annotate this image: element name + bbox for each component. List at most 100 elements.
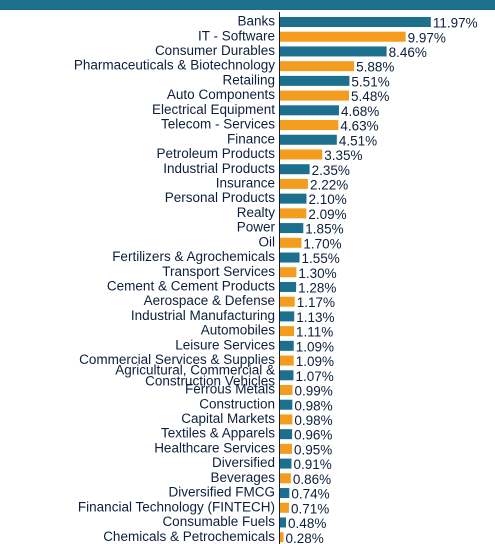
- category-label: Industrial Manufacturing: [131, 308, 275, 323]
- bar: [280, 61, 355, 72]
- value-label: 1.11%: [296, 325, 333, 340]
- category-label: Chemicals & Petrochemicals: [103, 529, 275, 544]
- bar: [280, 458, 292, 469]
- bar: [280, 355, 294, 366]
- value-label: 9.97%: [408, 30, 446, 45]
- category-label: Consumable Fuels: [162, 514, 275, 529]
- category-label: Oil: [259, 234, 276, 249]
- bar: [280, 414, 293, 425]
- bar: [280, 532, 284, 543]
- category-label: Petroleum Products: [156, 146, 275, 161]
- bar: [280, 90, 350, 101]
- category-label: Ferrous Metals: [185, 382, 275, 397]
- bar: [280, 429, 293, 440]
- bar: [280, 326, 294, 337]
- bar: [280, 340, 294, 351]
- category-label: Agricultural, Commercial & Construction V…: [115, 362, 275, 388]
- value-label: 1.07%: [295, 369, 333, 384]
- bar: [280, 281, 297, 292]
- value-label: 2.09%: [308, 207, 346, 222]
- category-label: Retailing: [222, 72, 275, 87]
- value-label: 1.30%: [298, 266, 336, 281]
- bar: [280, 120, 339, 131]
- value-label: 11.97%: [433, 16, 478, 31]
- value-label: 1.70%: [303, 236, 341, 251]
- category-label: Banks: [237, 14, 275, 29]
- bar: [280, 385, 293, 395]
- value-label: 0.74%: [291, 487, 329, 502]
- value-label: 1.28%: [298, 281, 336, 296]
- category-label: Automobiles: [201, 323, 276, 338]
- bar: [280, 193, 307, 204]
- value-label: 1.09%: [296, 354, 334, 369]
- category-label: Cement & Cement Products: [107, 279, 275, 294]
- category-label: Leisure Services: [175, 337, 275, 352]
- value-label: 0.91%: [293, 457, 331, 472]
- bar: [280, 31, 406, 42]
- value-label: 0.99%: [294, 384, 332, 399]
- category-label: Power: [237, 220, 276, 235]
- bar: [280, 17, 431, 27]
- category-label: Aerospace & Defense: [144, 293, 275, 308]
- category-label: Industrial Products: [163, 161, 275, 176]
- value-label: 5.51%: [351, 74, 389, 89]
- bar: [280, 105, 339, 116]
- category-label: Personal Products: [165, 190, 276, 205]
- category-label: Insurance: [216, 175, 275, 190]
- value-label: 5.88%: [356, 60, 394, 75]
- value-label: 4.63%: [340, 119, 378, 134]
- category-label: Beverages: [210, 470, 275, 485]
- value-label: 1.09%: [296, 339, 334, 354]
- bar: [280, 311, 295, 322]
- bar: [280, 134, 337, 145]
- value-label: 0.98%: [294, 413, 332, 428]
- value-label: 0.96%: [294, 428, 332, 443]
- category-label: Auto Components: [167, 87, 275, 102]
- value-label: 1.13%: [296, 310, 334, 325]
- value-label: 5.48%: [351, 89, 389, 104]
- category-label: Commercial Services & Supplies: [79, 352, 275, 367]
- category-label: Realty: [237, 205, 276, 220]
- value-label: 1.85%: [305, 222, 343, 237]
- category-label: Healthcare Services: [154, 440, 275, 455]
- category-label: Transport Services: [162, 264, 275, 279]
- bar: [280, 399, 293, 410]
- category-label: Fertilizers & Agrochemicals: [112, 249, 275, 264]
- bar: [280, 473, 291, 484]
- value-label: 2.10%: [308, 192, 346, 207]
- bar: [280, 237, 302, 248]
- bar: [280, 443, 292, 454]
- bar: [280, 223, 304, 234]
- value-label: 4.51%: [339, 133, 377, 148]
- category-label: IT - Software: [198, 28, 275, 43]
- bar: [280, 178, 308, 189]
- header-band: [0, 0, 495, 10]
- bar: [280, 252, 300, 263]
- category-label: Telecom - Services: [161, 117, 275, 132]
- category-label: Finance: [227, 131, 275, 146]
- category-label: Financial Technology (FINTECH): [78, 499, 275, 514]
- bar: [280, 149, 323, 160]
- category-label: Diversified: [212, 455, 275, 470]
- bar: [280, 46, 387, 57]
- category-label: Consumer Durables: [155, 43, 275, 58]
- value-label: 0.86%: [293, 472, 331, 487]
- value-label: 8.46%: [389, 45, 427, 60]
- bar: [280, 164, 310, 175]
- category-label: Capital Markets: [181, 411, 275, 426]
- value-label: 0.98%: [294, 398, 332, 413]
- category-label: Electrical Equipment: [152, 102, 275, 117]
- value-label: 0.95%: [294, 442, 332, 457]
- bar: [280, 517, 287, 528]
- category-label: Diversified FMCG: [168, 485, 275, 500]
- category-label: Construction: [199, 396, 275, 411]
- value-label: 0.28%: [286, 531, 324, 544]
- value-label: 1.17%: [297, 295, 335, 310]
- bar: [280, 502, 289, 513]
- value-label: 0.48%: [288, 516, 326, 531]
- value-label: 1.55%: [302, 251, 340, 266]
- value-label: 0.71%: [291, 501, 329, 516]
- value-label: 2.22%: [310, 177, 348, 192]
